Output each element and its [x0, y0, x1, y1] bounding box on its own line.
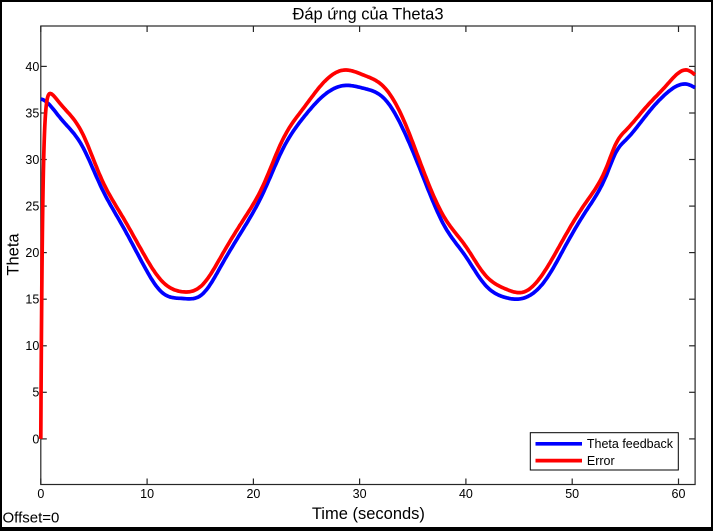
svg-text:Theta: Theta [5, 233, 23, 276]
svg-text:0: 0 [37, 487, 44, 501]
svg-text:40: 40 [459, 487, 473, 501]
svg-text:30: 30 [25, 153, 39, 167]
svg-text:20: 20 [25, 246, 39, 260]
svg-text:15: 15 [25, 293, 39, 307]
svg-text:25: 25 [25, 200, 39, 214]
svg-text:20: 20 [246, 487, 260, 501]
svg-text:30: 30 [353, 487, 367, 501]
svg-text:0: 0 [32, 432, 39, 446]
svg-text:35: 35 [25, 106, 39, 120]
svg-text:Theta feedback: Theta feedback [587, 437, 674, 451]
svg-text:5: 5 [32, 386, 39, 400]
svg-text:10: 10 [25, 339, 39, 353]
svg-text:Time (seconds): Time (seconds) [312, 505, 425, 523]
svg-text:Error: Error [587, 454, 615, 468]
svg-text:Offset=0: Offset=0 [3, 510, 60, 527]
svg-text:50: 50 [565, 487, 579, 501]
svg-text:40: 40 [25, 60, 39, 74]
svg-text:10: 10 [140, 487, 154, 501]
svg-text:60: 60 [672, 487, 686, 501]
svg-text:Đáp ứng của Theta3: Đáp ứng của Theta3 [292, 6, 443, 24]
